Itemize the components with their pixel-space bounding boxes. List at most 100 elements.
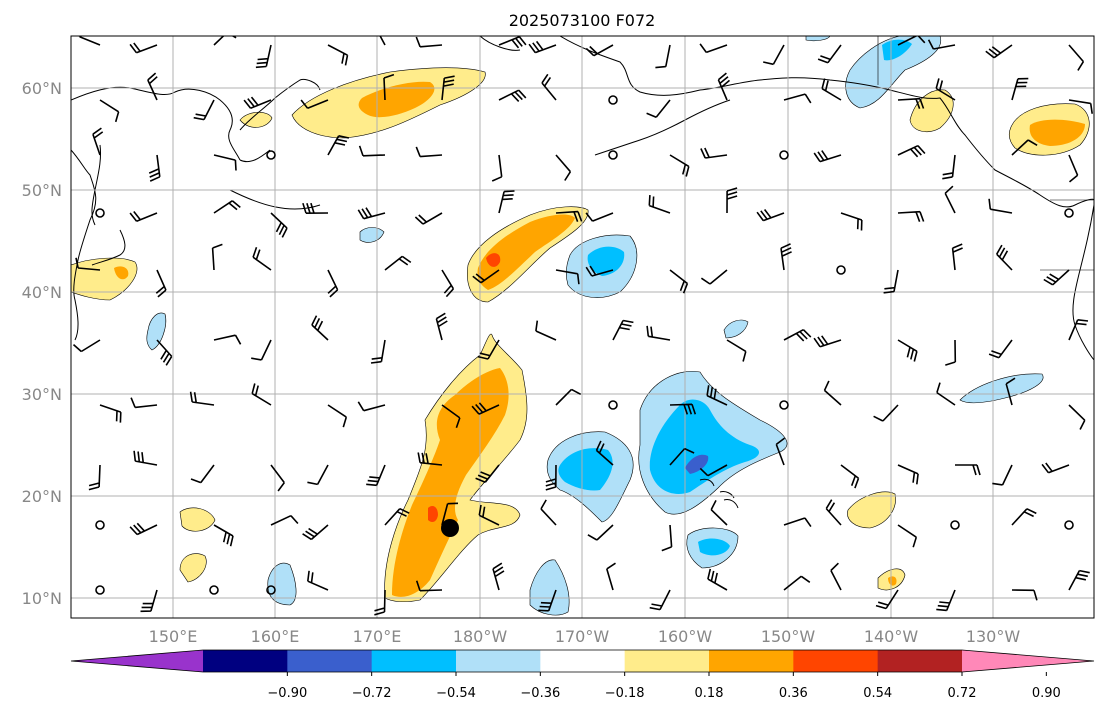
calm-wind-marker — [1064, 520, 1074, 530]
colorbar: −0.90 −0.72 −0.54 −0.36 −0.18 0.18 0.36 0.54 0.7… — [70, 649, 1095, 701]
wind-barb — [951, 243, 963, 271]
wind-barb — [897, 339, 918, 362]
colorbar-outline — [70, 649, 1095, 673]
colorbar-tick-label: 0.72 — [948, 686, 977, 701]
wind-barb — [213, 200, 241, 214]
wind-barb — [1043, 269, 1070, 286]
wind-barb — [669, 269, 689, 294]
wind-barb — [148, 154, 161, 182]
longitude-labels: 150°E 160°E 170°E 180°W 170°W 160°W 150°… — [149, 627, 1021, 646]
positive-anomaly-core — [477, 214, 575, 290]
wind-barb — [1011, 77, 1029, 101]
wind-barb — [927, 39, 956, 50]
wind-barb — [1005, 377, 1016, 406]
wind-barb — [129, 211, 158, 222]
negative-anomaly-core — [587, 246, 625, 276]
wind-barb — [251, 383, 272, 406]
wind-barb — [415, 36, 443, 48]
calm-wind-marker — [950, 520, 960, 530]
wind-barb — [541, 73, 557, 101]
lat-label: 50°N — [22, 181, 62, 200]
colorbar-extend-high — [962, 650, 1094, 672]
wind-barb — [985, 44, 1013, 59]
negative-anomaly-core — [698, 538, 730, 556]
positive-anomaly-core — [114, 266, 129, 280]
wind-barb — [528, 40, 557, 54]
wind-barb — [213, 154, 237, 171]
wind-barb — [944, 185, 956, 214]
positive-anomaly-peak — [428, 506, 438, 523]
lon-label: 180°W — [453, 627, 508, 646]
lon-label: 160°W — [658, 627, 713, 646]
wind-barb — [840, 464, 860, 489]
wind-barb — [783, 93, 812, 104]
negative-anomaly-region — [529, 559, 570, 616]
colorbar-tick-label: −0.54 — [436, 686, 476, 701]
wind-barb — [1011, 508, 1037, 526]
wind-barb — [648, 195, 671, 214]
wind-barb — [211, 243, 223, 271]
wind-barb — [700, 269, 728, 285]
wind-barb — [243, 96, 272, 109]
wind-barb — [156, 339, 173, 366]
colorbar-extend-low — [71, 650, 203, 672]
wind-barb — [190, 464, 215, 484]
wind-barb — [255, 44, 272, 69]
lat-label: 20°N — [22, 487, 62, 506]
wind-barb — [384, 255, 412, 271]
wind-barb — [435, 312, 448, 341]
wind-barb — [300, 99, 329, 109]
wind-barb — [374, 589, 386, 616]
wind-barb — [706, 385, 728, 406]
calm-wind-marker — [779, 150, 789, 160]
wind-barb — [897, 144, 926, 158]
wind-barb — [555, 210, 583, 222]
wind-barb — [823, 380, 842, 406]
wind-barb — [821, 78, 842, 101]
anomaly-shading — [71, 36, 1090, 616]
colorbar-segment — [624, 650, 710, 672]
wind-barb — [1068, 404, 1086, 430]
calm-wind-marker — [266, 585, 276, 595]
wind-barb — [883, 269, 899, 294]
wind-barb — [498, 36, 527, 49]
wind-barb — [270, 212, 288, 238]
wind-barb — [717, 72, 731, 101]
colorbar-tick-label: 0.18 — [695, 686, 724, 701]
calm-wind-marker — [95, 208, 105, 218]
wind-barb — [189, 391, 215, 406]
wind-barb — [78, 36, 101, 46]
lat-label: 40°N — [22, 283, 62, 302]
wind-barb — [756, 209, 785, 222]
wind-barb — [491, 154, 503, 182]
wind-barb — [825, 499, 842, 526]
wind-barb — [646, 325, 671, 341]
lon-label: 130°W — [966, 627, 1021, 646]
wind-barb — [415, 580, 443, 592]
wind-barb — [99, 404, 122, 423]
storm-center-marker — [441, 519, 459, 537]
wind-barb — [840, 212, 863, 231]
wind-barb — [327, 269, 339, 298]
wind-barb — [130, 397, 158, 409]
wind-barb — [817, 44, 842, 64]
negative-anomaly-core — [649, 399, 760, 494]
wind-barb — [585, 44, 614, 57]
lon-label: 160°E — [251, 627, 300, 646]
wind-barb — [935, 78, 956, 101]
wind-barb — [897, 524, 918, 548]
wind-barb — [1041, 462, 1070, 474]
wind-barb — [252, 247, 272, 271]
wind-barb — [540, 499, 557, 526]
wind-barb — [873, 404, 899, 422]
wind-barb — [783, 575, 811, 591]
wind-barb — [710, 500, 728, 526]
wind-barb — [585, 212, 614, 222]
latitude-labels: 60°N 50°N 40°N 30°N 20°N 10°N — [22, 79, 62, 608]
calm-wind-marker — [608, 150, 618, 160]
wind-barb — [897, 97, 925, 109]
wind-barb — [213, 334, 242, 345]
wind-barb — [471, 402, 500, 415]
wind-barb — [1068, 569, 1090, 591]
wind-barb — [763, 44, 785, 66]
